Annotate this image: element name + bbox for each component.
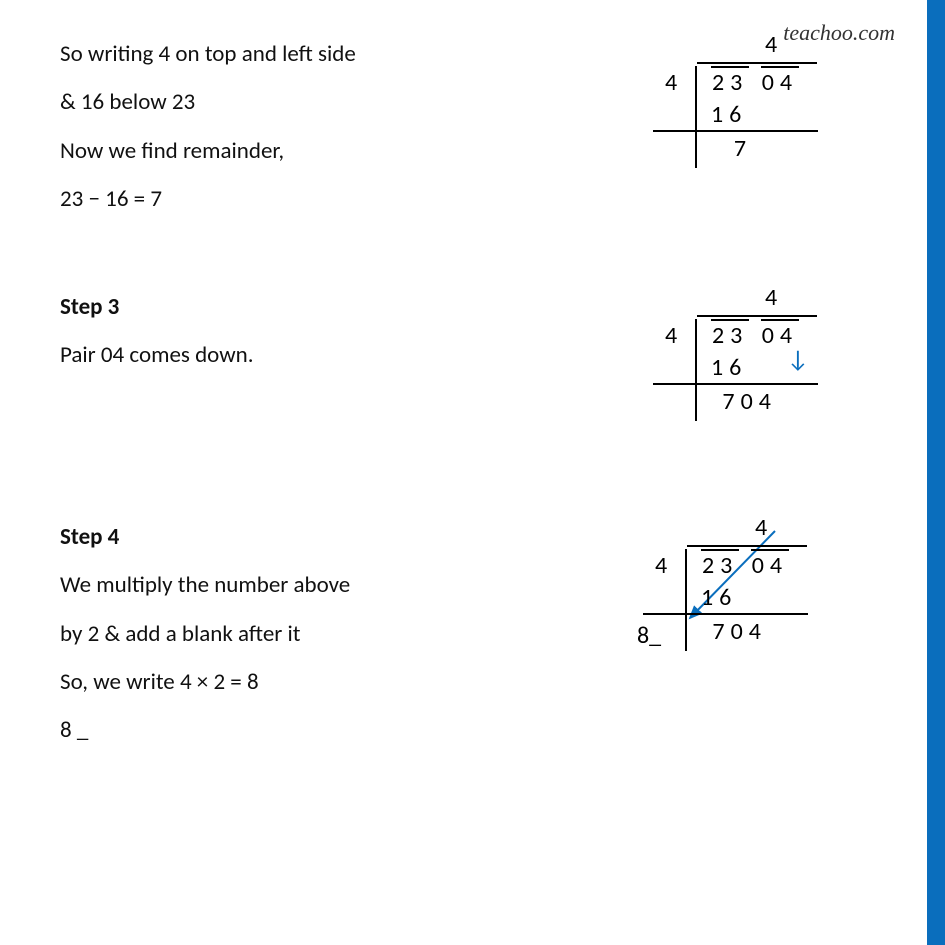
step3-title: Step 3 (60, 283, 560, 331)
long-division: 4 4 23 04 16 704 ↓ (635, 283, 875, 453)
division-bar (697, 315, 817, 317)
division-body: 23 04 16 7 (695, 66, 799, 168)
subtract-line: 16 (701, 583, 789, 617)
step3-row: Step 3 Pair 04 comes down. 4 4 23 04 16 … (60, 283, 895, 453)
step4-line4: 8 _ (60, 706, 560, 754)
dividend: 23 04 (711, 319, 799, 353)
subtract-line: 16 (711, 353, 799, 387)
dividend: 23 04 (711, 66, 799, 100)
step4-line2: by 2 & add a blank after it (60, 610, 560, 658)
step2-line2: & 16 below 23 (60, 78, 560, 126)
subtract-bar (653, 383, 818, 385)
step2-line1: So writing 4 on top and left side (60, 30, 560, 78)
step4-line3: So, we write 4 × 2 = 8 (60, 658, 560, 706)
division-body: 23 04 16 704 (685, 549, 789, 651)
remainder-line: 704 (711, 387, 799, 421)
bring-down-arrow-icon: ↓ (787, 345, 809, 374)
step4-text: Step 4 We multiply the number above by 2… (60, 513, 560, 754)
step2-text: So writing 4 on top and left side & 16 b… (60, 30, 560, 223)
long-division: 4 4 23 04 16 7 (635, 30, 875, 200)
step4-row: Step 4 We multiply the number above by 2… (60, 513, 895, 754)
step3-text: Step 3 Pair 04 comes down. (60, 283, 560, 380)
remainder-line: 7 (711, 134, 799, 168)
step4-calc: 4 4 8_ 23 04 16 704 (635, 513, 895, 683)
page-accent-bar (927, 0, 945, 945)
quotient: 4 (755, 513, 769, 542)
step2-line4: 23 − 16 = 7 (60, 175, 560, 223)
step4-title: Step 4 (60, 513, 560, 561)
division-bar (697, 62, 817, 64)
division-bar (687, 545, 807, 547)
subtract-line: 16 (711, 100, 799, 134)
long-division: 4 4 8_ 23 04 16 704 (635, 513, 875, 683)
quotient: 4 (765, 30, 779, 59)
divisor: 4 (665, 321, 677, 350)
divisor2: 8_ (637, 621, 661, 650)
quotient: 4 (765, 283, 779, 312)
divisor: 4 (665, 68, 677, 97)
subtract-bar (643, 613, 808, 615)
step4-line1: We multiply the number above (60, 561, 560, 609)
step3-calc: 4 4 23 04 16 704 ↓ (635, 283, 895, 453)
division-body: 23 04 16 704 (695, 319, 799, 421)
step2-row: So writing 4 on top and left side & 16 b… (60, 30, 895, 223)
remainder-line: 704 (701, 617, 789, 651)
step2-calc: 4 4 23 04 16 7 (635, 30, 895, 200)
dividend: 23 04 (701, 549, 789, 583)
divisor: 4 (655, 551, 667, 580)
subtract-bar (653, 130, 818, 132)
step3-line1: Pair 04 comes down. (60, 331, 560, 379)
step2-line3: Now we find remainder, (60, 127, 560, 175)
